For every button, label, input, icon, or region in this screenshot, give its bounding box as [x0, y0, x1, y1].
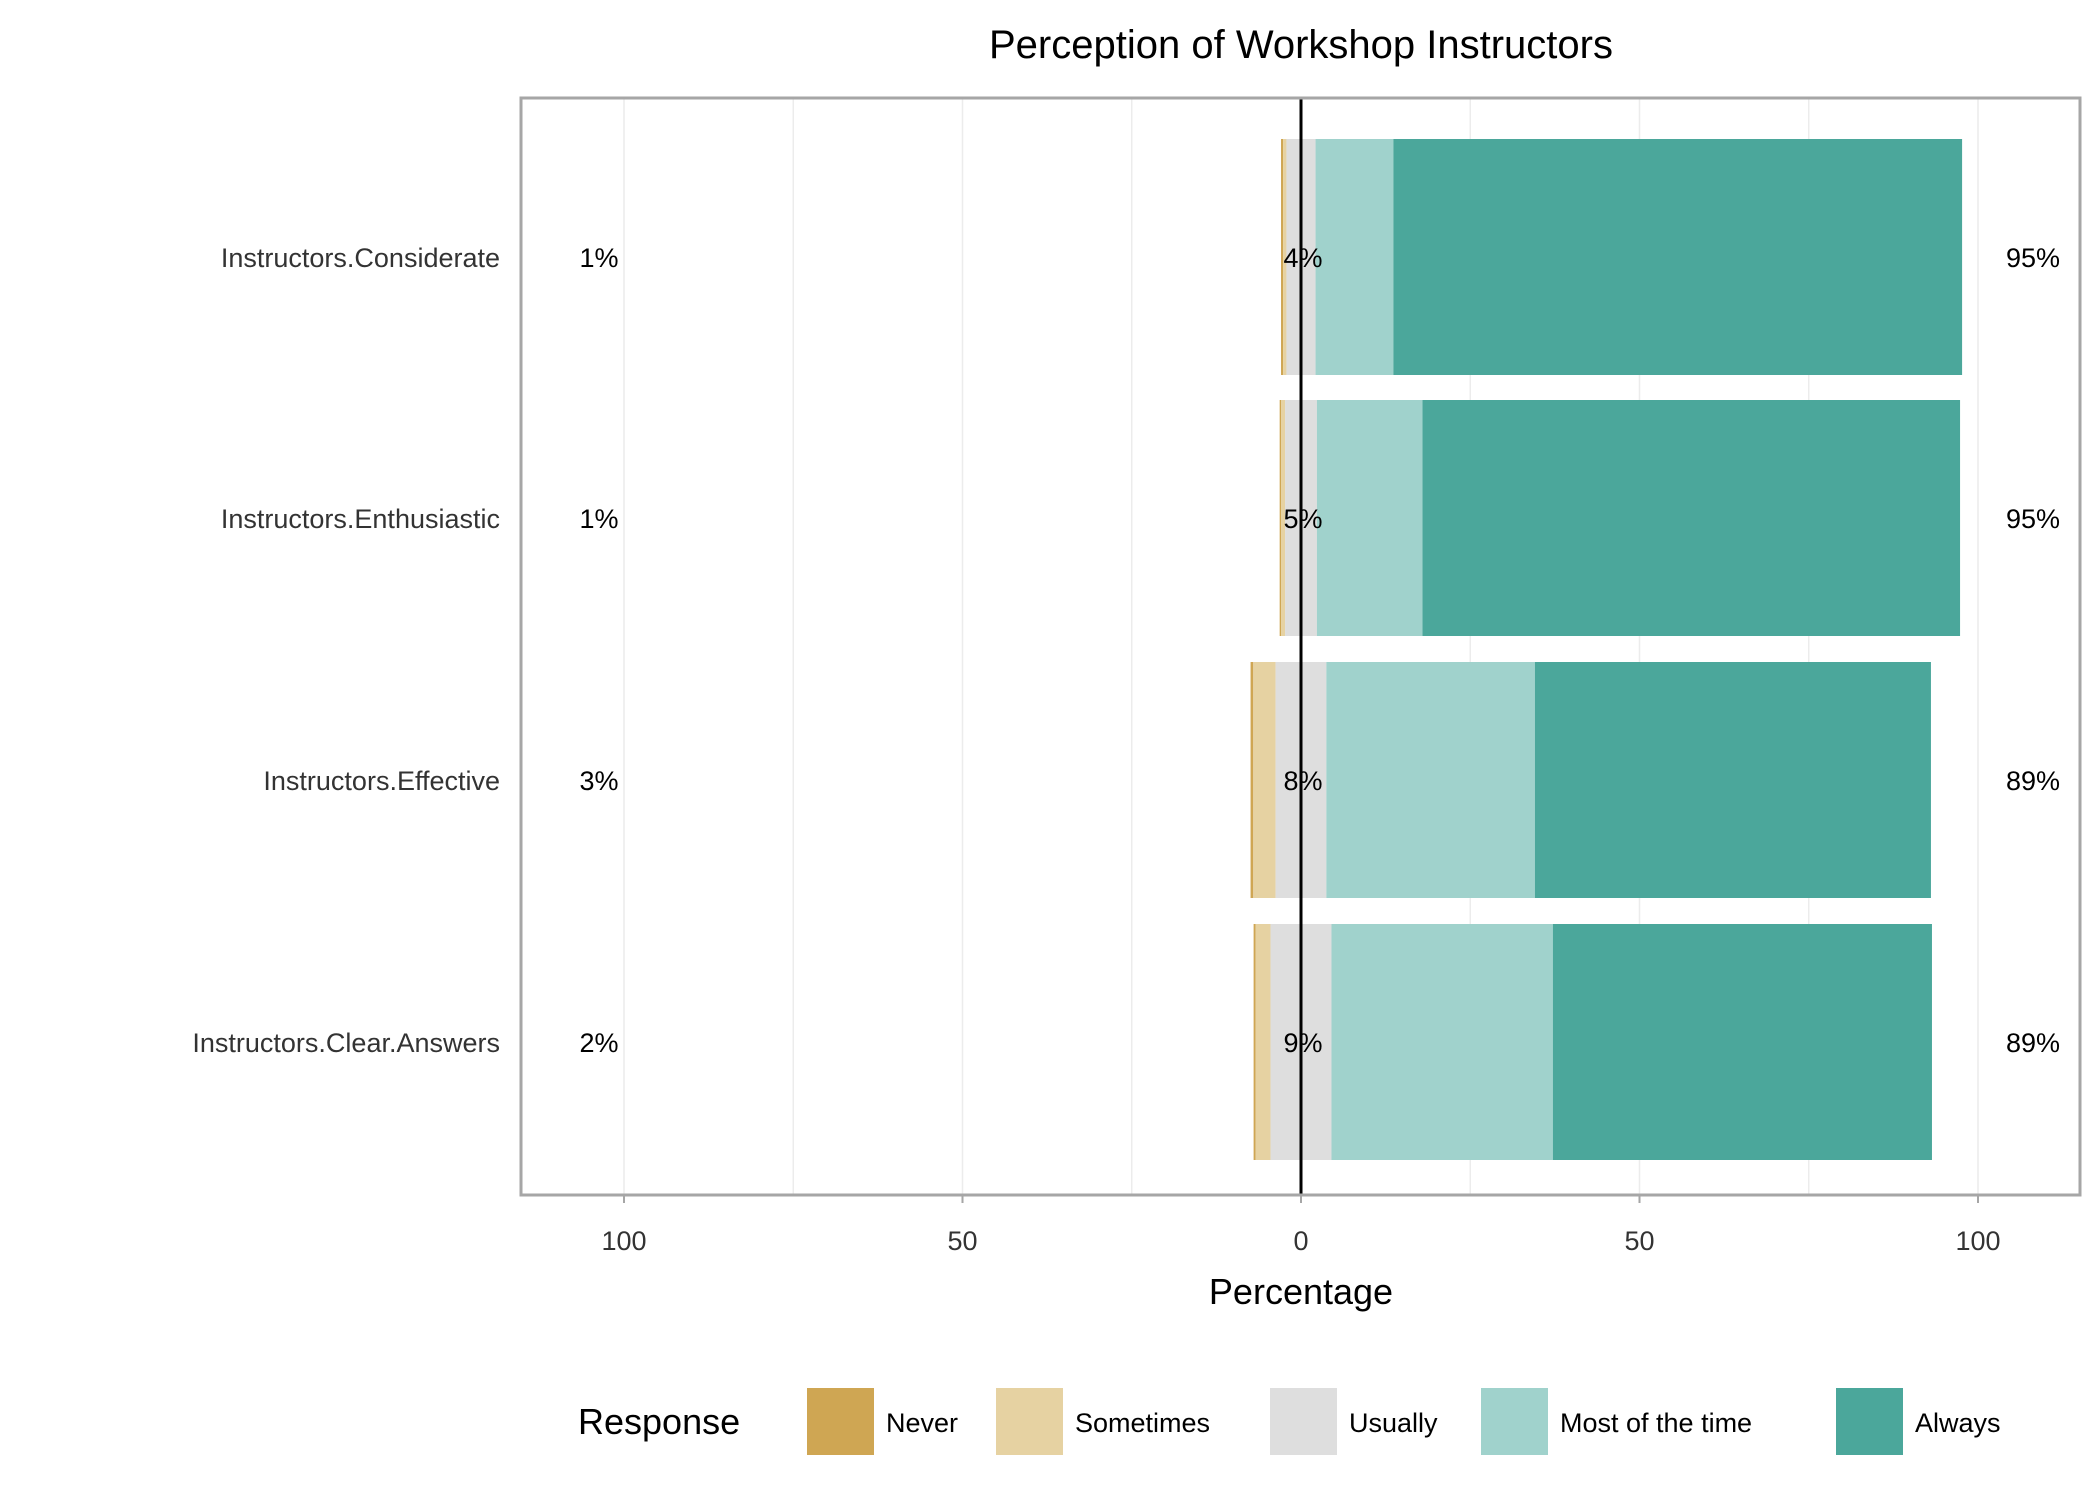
- x-tick-labels: 100 50 0 50 100: [601, 1195, 2001, 1256]
- bar-segment-most-of-the-time: [1326, 662, 1535, 898]
- category-labels: Instructors.Considerate Instructors.Enthu…: [192, 243, 500, 1058]
- x-tick-label: 0: [1293, 1226, 1308, 1256]
- high-pct-label: 89%: [2006, 1028, 2060, 1058]
- neutral-pct-label: 9%: [1283, 1028, 1322, 1058]
- high-pct-label: 89%: [2006, 766, 2060, 796]
- low-pct-label: 2%: [579, 1028, 618, 1058]
- bar-segment-never: [1281, 139, 1284, 375]
- bar-segment-sometimes: [1281, 400, 1286, 636]
- x-tick-label: 100: [1955, 1226, 2000, 1256]
- bar-segment-always: [1534, 662, 1931, 898]
- x-axis-title: Percentage: [1209, 1271, 1393, 1312]
- legend-key-never: [807, 1388, 874, 1455]
- bar-segment-always: [1393, 139, 1963, 375]
- low-pct-label: 1%: [579, 504, 618, 534]
- bar-segment-sometimes: [1255, 924, 1271, 1160]
- bar-segment-sometimes: [1283, 139, 1287, 375]
- bar-segment-never: [1279, 400, 1282, 636]
- legend-key-sometimes: [996, 1388, 1063, 1455]
- legend-label: Usually: [1349, 1408, 1438, 1438]
- low-pct-label: 1%: [579, 243, 618, 273]
- percentage-labels: 1% 4% 95% 1% 5% 95% 3% 8% 89% 2% 9% 89%: [579, 243, 2060, 1058]
- legend-key-always: [1836, 1388, 1903, 1455]
- x-tick-label: 50: [1624, 1226, 1654, 1256]
- category-label: Instructors.Considerate: [221, 243, 500, 273]
- low-pct-label: 3%: [579, 766, 618, 796]
- high-pct-label: 95%: [2006, 504, 2060, 534]
- legend: Response Never Sometimes Usually Most of th…: [578, 1388, 2001, 1455]
- legend-title: Response: [578, 1401, 740, 1442]
- bar-segment-most-of-the-time: [1331, 924, 1553, 1160]
- category-label: Instructors.Effective: [263, 766, 500, 796]
- neutral-pct-label: 4%: [1283, 243, 1322, 273]
- bar-segment-never: [1253, 924, 1256, 1160]
- bar-segment-never: [1250, 662, 1254, 898]
- category-label: Instructors.Enthusiastic: [221, 504, 500, 534]
- legend-label: Always: [1915, 1408, 2001, 1438]
- bar-segment-always: [1422, 400, 1961, 636]
- bar-segment-most-of-the-time: [1316, 400, 1423, 636]
- legend-label: Never: [886, 1408, 958, 1438]
- neutral-pct-label: 5%: [1283, 504, 1322, 534]
- legend-label: Most of the time: [1560, 1408, 1752, 1438]
- category-label: Instructors.Clear.Answers: [192, 1028, 500, 1058]
- bar-segments: [1250, 139, 1963, 1160]
- legend-key-most-of-the-time: [1481, 1388, 1548, 1455]
- bar-segment-always: [1552, 924, 1932, 1160]
- legend-label: Sometimes: [1075, 1408, 1210, 1438]
- x-tick-label: 100: [601, 1226, 646, 1256]
- chart-title: Perception of Workshop Instructors: [989, 23, 1613, 67]
- bar-segment-sometimes: [1253, 662, 1276, 898]
- bar-segment-most-of-the-time: [1315, 139, 1394, 375]
- high-pct-label: 95%: [2006, 243, 2060, 273]
- neutral-pct-label: 8%: [1283, 766, 1322, 796]
- x-tick-label: 50: [947, 1226, 977, 1256]
- legend-key-usually: [1270, 1388, 1337, 1455]
